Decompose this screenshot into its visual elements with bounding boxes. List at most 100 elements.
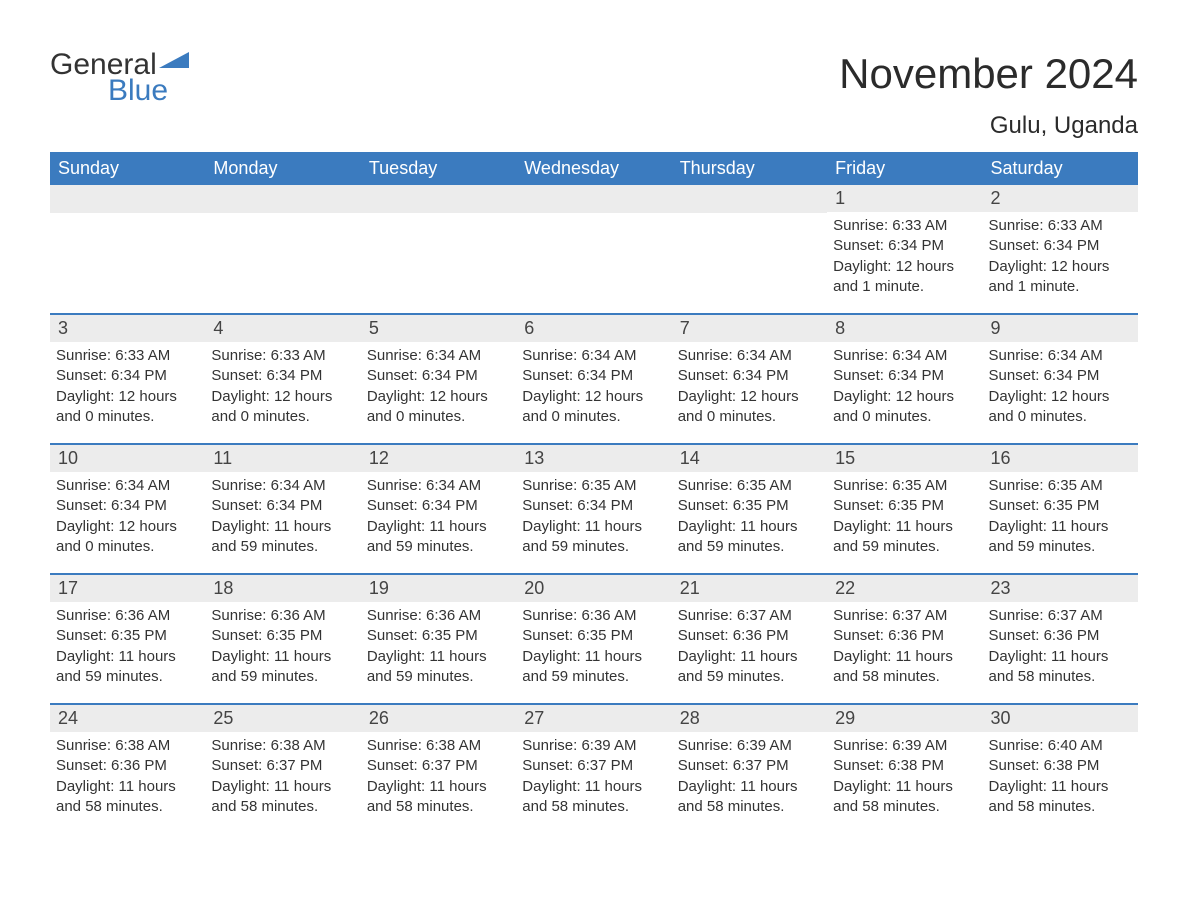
day-number: 24: [50, 705, 205, 732]
day-number: [672, 185, 827, 213]
day-number: [205, 185, 360, 213]
calendar-day: 26Sunrise: 6:38 AMSunset: 6:37 PMDayligh…: [361, 705, 516, 833]
calendar-day: 2Sunrise: 6:33 AMSunset: 6:34 PMDaylight…: [983, 185, 1138, 313]
day-number: 27: [516, 705, 671, 732]
daylight-text: Daylight: 11 hours and 58 minutes.: [367, 777, 510, 818]
sunrise-text: Sunrise: 6:34 AM: [678, 346, 821, 366]
daylight-text: Daylight: 11 hours and 58 minutes.: [522, 777, 665, 818]
day-number: 7: [672, 315, 827, 342]
calendar-day: 27Sunrise: 6:39 AMSunset: 6:37 PMDayligh…: [516, 705, 671, 833]
day-number: [361, 185, 516, 213]
calendar-day: 20Sunrise: 6:36 AMSunset: 6:35 PMDayligh…: [516, 575, 671, 703]
daylight-text: Daylight: 12 hours and 0 minutes.: [833, 387, 976, 428]
calendar-day: 16Sunrise: 6:35 AMSunset: 6:35 PMDayligh…: [983, 445, 1138, 573]
day-body: Sunrise: 6:37 AMSunset: 6:36 PMDaylight:…: [827, 602, 982, 693]
sunset-text: Sunset: 6:34 PM: [678, 366, 821, 386]
daylight-text: Daylight: 12 hours and 0 minutes.: [211, 387, 354, 428]
sunrise-text: Sunrise: 6:39 AM: [678, 736, 821, 756]
sunrise-text: Sunrise: 6:35 AM: [833, 476, 976, 496]
day-body: Sunrise: 6:36 AMSunset: 6:35 PMDaylight:…: [50, 602, 205, 693]
calendar-header-row: SundayMondayTuesdayWednesdayThursdayFrid…: [50, 152, 1138, 185]
sunset-text: Sunset: 6:35 PM: [989, 496, 1132, 516]
calendar-day: 1Sunrise: 6:33 AMSunset: 6:34 PMDaylight…: [827, 185, 982, 313]
calendar-day: 9Sunrise: 6:34 AMSunset: 6:34 PMDaylight…: [983, 315, 1138, 443]
sunset-text: Sunset: 6:34 PM: [211, 366, 354, 386]
sunset-text: Sunset: 6:34 PM: [56, 366, 199, 386]
day-number: [50, 185, 205, 213]
day-body: Sunrise: 6:35 AMSunset: 6:34 PMDaylight:…: [516, 472, 671, 563]
sunrise-text: Sunrise: 6:34 AM: [211, 476, 354, 496]
daylight-text: Daylight: 11 hours and 58 minutes.: [678, 777, 821, 818]
day-body: Sunrise: 6:34 AMSunset: 6:34 PMDaylight:…: [205, 472, 360, 563]
calendar-week: 17Sunrise: 6:36 AMSunset: 6:35 PMDayligh…: [50, 573, 1138, 703]
sunrise-text: Sunrise: 6:37 AM: [989, 606, 1132, 626]
sunset-text: Sunset: 6:36 PM: [678, 626, 821, 646]
daylight-text: Daylight: 12 hours and 0 minutes.: [56, 517, 199, 558]
logo-triangle-icon: [159, 50, 189, 75]
calendar-day: [361, 185, 516, 313]
sunset-text: Sunset: 6:35 PM: [211, 626, 354, 646]
day-body: Sunrise: 6:39 AMSunset: 6:37 PMDaylight:…: [672, 732, 827, 823]
sunset-text: Sunset: 6:36 PM: [989, 626, 1132, 646]
page-title: November 2024: [839, 50, 1138, 98]
day-number: 22: [827, 575, 982, 602]
sunset-text: Sunset: 6:34 PM: [522, 496, 665, 516]
daylight-text: Daylight: 12 hours and 0 minutes.: [678, 387, 821, 428]
day-body: Sunrise: 6:40 AMSunset: 6:38 PMDaylight:…: [983, 732, 1138, 823]
day-body: Sunrise: 6:33 AMSunset: 6:34 PMDaylight:…: [205, 342, 360, 433]
sunset-text: Sunset: 6:34 PM: [211, 496, 354, 516]
daylight-text: Daylight: 11 hours and 59 minutes.: [678, 517, 821, 558]
day-number: 29: [827, 705, 982, 732]
day-body: Sunrise: 6:38 AMSunset: 6:36 PMDaylight:…: [50, 732, 205, 823]
sunrise-text: Sunrise: 6:36 AM: [56, 606, 199, 626]
day-number: 17: [50, 575, 205, 602]
sunrise-text: Sunrise: 6:34 AM: [56, 476, 199, 496]
sunset-text: Sunset: 6:35 PM: [678, 496, 821, 516]
sunset-text: Sunset: 6:34 PM: [522, 366, 665, 386]
calendar-body: 1Sunrise: 6:33 AMSunset: 6:34 PMDaylight…: [50, 185, 1138, 833]
calendar-day: [672, 185, 827, 313]
daylight-text: Daylight: 12 hours and 1 minute.: [833, 257, 976, 298]
sunset-text: Sunset: 6:34 PM: [989, 236, 1132, 256]
day-body: Sunrise: 6:33 AMSunset: 6:34 PMDaylight:…: [983, 212, 1138, 303]
calendar-day: 12Sunrise: 6:34 AMSunset: 6:34 PMDayligh…: [361, 445, 516, 573]
daylight-text: Daylight: 12 hours and 0 minutes.: [522, 387, 665, 428]
daylight-text: Daylight: 12 hours and 0 minutes.: [989, 387, 1132, 428]
daylight-text: Daylight: 11 hours and 59 minutes.: [367, 647, 510, 688]
day-body: Sunrise: 6:37 AMSunset: 6:36 PMDaylight:…: [672, 602, 827, 693]
calendar-day: 28Sunrise: 6:39 AMSunset: 6:37 PMDayligh…: [672, 705, 827, 833]
day-number: 4: [205, 315, 360, 342]
day-number: [516, 185, 671, 213]
day-number: 23: [983, 575, 1138, 602]
daylight-text: Daylight: 11 hours and 58 minutes.: [989, 777, 1132, 818]
day-number: 14: [672, 445, 827, 472]
location-label: Gulu, Uganda: [50, 112, 1138, 140]
day-number: 25: [205, 705, 360, 732]
logo-word2: Blue: [108, 76, 189, 106]
calendar-day: 18Sunrise: 6:36 AMSunset: 6:35 PMDayligh…: [205, 575, 360, 703]
daylight-text: Daylight: 11 hours and 58 minutes.: [833, 647, 976, 688]
calendar: SundayMondayTuesdayWednesdayThursdayFrid…: [50, 152, 1138, 833]
sunrise-text: Sunrise: 6:39 AM: [833, 736, 976, 756]
calendar-day: 24Sunrise: 6:38 AMSunset: 6:36 PMDayligh…: [50, 705, 205, 833]
day-number: 3: [50, 315, 205, 342]
sunset-text: Sunset: 6:35 PM: [56, 626, 199, 646]
calendar-day: 21Sunrise: 6:37 AMSunset: 6:36 PMDayligh…: [672, 575, 827, 703]
day-body: Sunrise: 6:38 AMSunset: 6:37 PMDaylight:…: [361, 732, 516, 823]
sunset-text: Sunset: 6:37 PM: [678, 756, 821, 776]
day-body: Sunrise: 6:34 AMSunset: 6:34 PMDaylight:…: [516, 342, 671, 433]
sunrise-text: Sunrise: 6:34 AM: [833, 346, 976, 366]
calendar-week: 1Sunrise: 6:33 AMSunset: 6:34 PMDaylight…: [50, 185, 1138, 313]
calendar-day: [50, 185, 205, 313]
day-number: 5: [361, 315, 516, 342]
sunrise-text: Sunrise: 6:34 AM: [367, 346, 510, 366]
sunrise-text: Sunrise: 6:36 AM: [367, 606, 510, 626]
day-body: Sunrise: 6:39 AMSunset: 6:38 PMDaylight:…: [827, 732, 982, 823]
sunrise-text: Sunrise: 6:38 AM: [56, 736, 199, 756]
calendar-day: 5Sunrise: 6:34 AMSunset: 6:34 PMDaylight…: [361, 315, 516, 443]
sunset-text: Sunset: 6:34 PM: [56, 496, 199, 516]
day-body: Sunrise: 6:39 AMSunset: 6:37 PMDaylight:…: [516, 732, 671, 823]
sunrise-text: Sunrise: 6:39 AM: [522, 736, 665, 756]
day-body: Sunrise: 6:35 AMSunset: 6:35 PMDaylight:…: [672, 472, 827, 563]
sunrise-text: Sunrise: 6:33 AM: [989, 216, 1132, 236]
